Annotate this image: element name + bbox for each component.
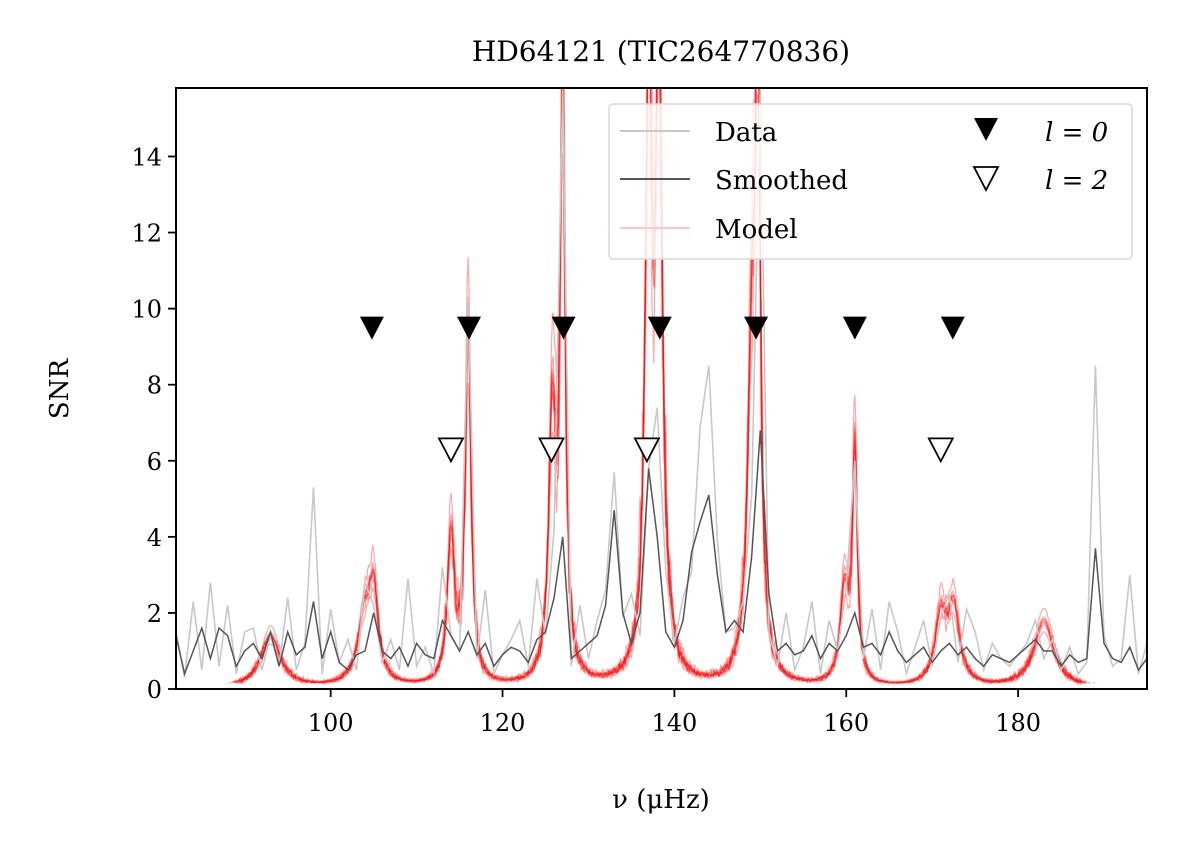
model-realisation-line xyxy=(1087,681,1090,684)
legend-data-label: Data xyxy=(715,118,777,148)
model-realisation-line xyxy=(233,680,237,683)
legend-l2-label: l = 2 xyxy=(1045,166,1108,196)
x-axis-label: ν (μHz) xyxy=(612,785,710,815)
x-tick-label: 180 xyxy=(995,709,1041,737)
legend-box xyxy=(608,103,1133,260)
model-realisation-line xyxy=(235,635,317,684)
l0-marker xyxy=(744,316,769,340)
y-tick-label: 2 xyxy=(147,600,162,628)
y-tick-label: 12 xyxy=(131,220,162,248)
y-tick-label: 8 xyxy=(147,372,162,400)
model-realisation-line xyxy=(1083,681,1086,684)
l2-marker xyxy=(633,437,661,464)
model-realisation-line xyxy=(317,88,889,684)
l0-marker xyxy=(551,316,576,340)
model-realisation-line xyxy=(892,597,1083,685)
legend: Data Smoothed Model l = 0 l = 2 xyxy=(608,103,1133,260)
model-realisation-line xyxy=(889,681,892,684)
data-series-line xyxy=(176,88,1147,678)
y-tick-label: 14 xyxy=(131,143,162,171)
model-realisation-line xyxy=(309,681,315,684)
model-realisation-line xyxy=(1084,681,1088,684)
x-tick-label: 140 xyxy=(651,709,697,737)
l2-marker xyxy=(927,437,955,464)
plot-frame xyxy=(175,87,1148,690)
model-realisation-line xyxy=(1089,682,1091,684)
model-realisation-line xyxy=(233,88,1084,685)
l0-marker xyxy=(940,316,965,340)
smoothed-layer xyxy=(176,430,1147,677)
x-tick-label: 120 xyxy=(480,709,526,737)
l2-marker xyxy=(538,437,565,464)
x-tick-label: 100 xyxy=(308,709,354,737)
legend-l0-marker xyxy=(974,118,998,141)
chart-title: HD64121 (TIC264770836) xyxy=(472,35,850,68)
y-axis: 0 2 4 6 8 10 12 14 xyxy=(131,143,176,704)
model-realisation-line xyxy=(317,682,319,684)
y-tick-label: 6 xyxy=(147,448,162,476)
y-tick-label: 10 xyxy=(131,296,162,324)
model-realisation-line xyxy=(230,681,233,684)
legend-smoothed-label: Smoothed xyxy=(715,166,848,196)
y-axis-label: SNR xyxy=(45,358,75,420)
marker-layer xyxy=(359,316,965,464)
l0-marker xyxy=(359,316,384,340)
model-realisation-line xyxy=(237,638,312,684)
model-realisation-line xyxy=(312,88,1084,685)
model-realisation-line xyxy=(231,88,1088,685)
legend-l0-label: l = 0 xyxy=(1045,118,1108,148)
model-realisation-line xyxy=(233,681,236,684)
model-realisation-line xyxy=(896,595,1083,685)
data-layer xyxy=(176,88,1147,678)
model-realisation-line xyxy=(237,88,895,685)
x-tick-label: 160 xyxy=(823,709,869,737)
l0-marker xyxy=(647,316,672,340)
y-tick-label: 0 xyxy=(147,676,162,704)
model-realisation-line xyxy=(1084,681,1087,684)
y-tick-label: 4 xyxy=(147,524,162,552)
legend-l2-marker xyxy=(972,166,1000,192)
l0-marker xyxy=(457,316,482,340)
legend-model-label: Model xyxy=(715,215,798,245)
model-realisation-line xyxy=(233,88,1082,685)
model-layer xyxy=(229,88,1095,686)
smoothed-series-line xyxy=(176,430,1147,677)
x-axis: 100 120 140 160 180 xyxy=(308,689,1041,737)
l2-marker xyxy=(437,437,465,464)
model-realisation-line xyxy=(895,593,1085,686)
model-realisation-line xyxy=(328,92,884,684)
l0-marker xyxy=(842,316,867,340)
